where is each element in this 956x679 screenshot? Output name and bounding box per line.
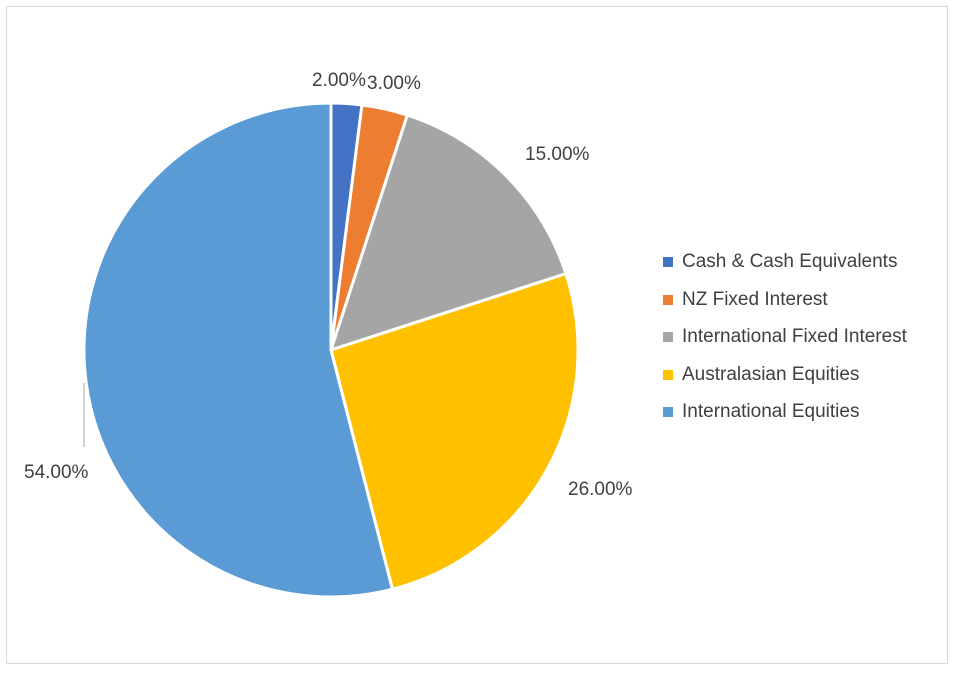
- pie-chart: 2.00% 3.00% 15.00% 26.00% 54.00%: [24, 70, 633, 599]
- pie-slice-australasian-equities: [329, 272, 580, 591]
- legend-label: Australasian Equities: [682, 363, 860, 385]
- data-label-nz-fixed-interest: 3.00%: [367, 73, 421, 94]
- data-labels: 2.00% 3.00% 15.00% 26.00% 54.00%: [24, 70, 633, 500]
- data-label-cash: 2.00%: [312, 70, 366, 91]
- chart-area: 2.00% 3.00% 15.00% 26.00% 54.00% Cash & Cash…: [6, 6, 948, 664]
- legend: Cash & Cash Equivalents NZ Fixed Interes…: [663, 247, 907, 435]
- legend-swatch: [663, 332, 673, 342]
- legend-swatch: [663, 257, 673, 267]
- legend-swatch: [663, 294, 673, 305]
- legend-label: NZ Fixed Interest: [682, 288, 828, 310]
- pie-slices: [82, 101, 580, 599]
- legend-swatch: [663, 407, 673, 417]
- legend-item-international-fixed-interest: International Fixed Interest: [663, 322, 907, 352]
- legend-item-nz-fixed-interest: NZ Fixed Interest: [663, 285, 907, 315]
- data-label-international-fixed-interest: 15.00%: [525, 144, 590, 165]
- legend-item-australasian-equities: Australasian Equities: [663, 360, 907, 390]
- legend-item-international-equities: International Equities: [663, 397, 907, 427]
- legend-label: Cash & Cash Equivalents: [682, 251, 898, 272]
- legend-item-cash: Cash & Cash Equivalents: [663, 247, 907, 277]
- data-label-international-equities: 54.00%: [24, 462, 89, 483]
- pie-slice-international-equities: [82, 101, 394, 599]
- data-label-australasian-equities: 26.00%: [568, 479, 633, 500]
- legend-swatch: [663, 369, 673, 380]
- legend-label: International Equities: [682, 401, 860, 422]
- legend-label: International Fixed Interest: [682, 326, 907, 347]
